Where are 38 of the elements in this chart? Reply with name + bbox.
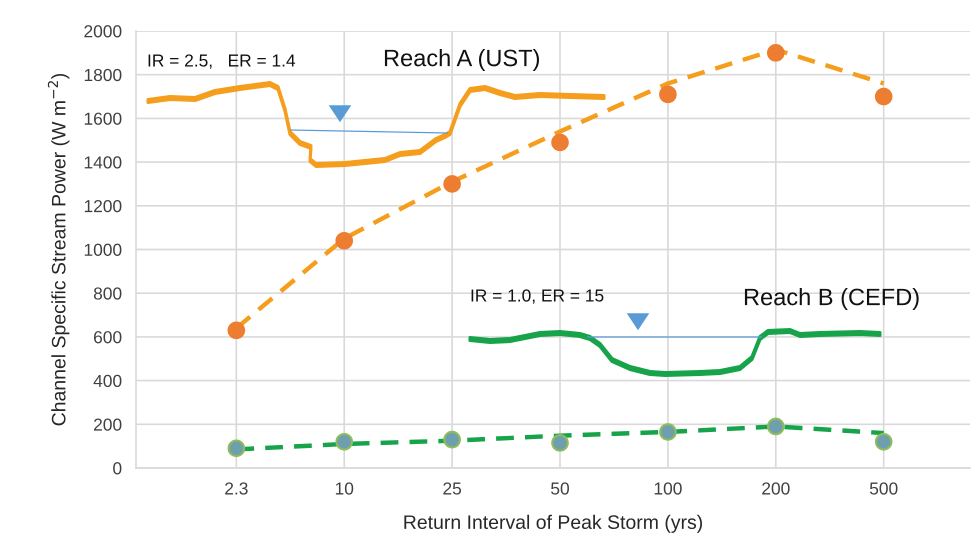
point: [659, 423, 677, 441]
y-tick-label: 1800: [84, 68, 122, 82]
x-tick-label: 500: [870, 482, 898, 495]
y-tick-label: 1200: [84, 200, 122, 212]
point: [335, 232, 354, 250]
point: [659, 86, 677, 104]
point: [228, 322, 246, 340]
point: [766, 418, 785, 436]
point: [874, 88, 892, 106]
y-tick-label: 1600: [84, 112, 122, 125]
x-tick-label: 100: [654, 482, 682, 495]
y-tick-label: 200: [94, 418, 122, 431]
point: [551, 434, 569, 452]
x-tick-label: 50: [551, 482, 569, 495]
annotation: IR = 1.0, ER = 15: [472, 289, 604, 304]
x-tick-label: 25: [443, 482, 462, 495]
point: [443, 430, 461, 448]
y-tick-label: 600: [94, 331, 122, 344]
y-tick-label: 400: [94, 374, 122, 388]
y-tick-label: 0: [113, 462, 122, 474]
point: [766, 44, 785, 62]
point: [228, 440, 246, 458]
y-tick-label: 800: [94, 287, 122, 300]
y-axis-title: Channel Specific Stream Power (W m$^{−2}$): [48, 74, 70, 426]
x-axis-title: Return Interval of Peak Storm (yrs): [404, 514, 702, 533]
annotation: IR = 2.5, ER = 1.4: [148, 54, 296, 69]
point: [874, 432, 892, 451]
x-tick-label: 2.3: [225, 482, 248, 495]
y-tick-label: 1000: [84, 244, 122, 256]
point: [443, 175, 461, 193]
point: [551, 134, 569, 152]
annotation: Reach A (UST): [384, 48, 540, 71]
x-tick-label: 10: [336, 482, 354, 495]
annotation: Reach B (CEFD): [744, 288, 919, 310]
x-tick-label: 200: [762, 482, 790, 495]
y-tick-label: 2000: [84, 25, 122, 38]
point: [335, 432, 354, 451]
y-tick-label: 1400: [84, 156, 122, 169]
